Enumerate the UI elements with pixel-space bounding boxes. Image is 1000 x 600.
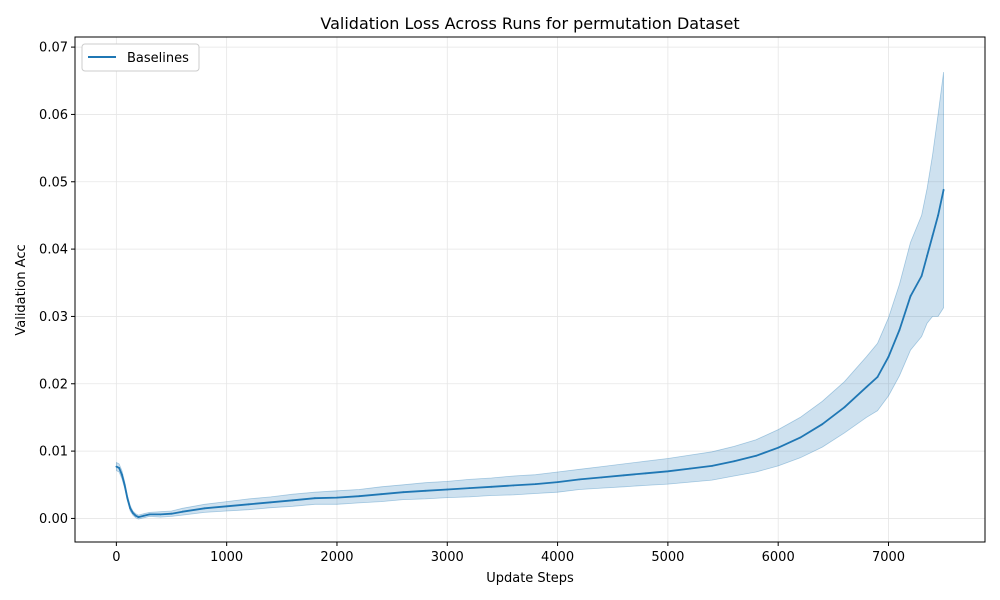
y-axis-ticks: 0.00 0.01 0.02 0.03 0.04 0.05 0.06 0.07 (39, 41, 75, 527)
data-point (468, 487, 471, 489)
y-tick-label: 0.01 (39, 445, 68, 460)
data-point (777, 446, 780, 449)
data-point (556, 481, 559, 483)
confidence-band-layer (116, 71, 944, 520)
data-point (667, 470, 669, 473)
data-point (926, 254, 928, 257)
data-point (446, 488, 449, 491)
x-tick-label: 1000 (210, 550, 243, 565)
chart-title: Validation Loss Across Runs for permutat… (320, 14, 739, 33)
data-point (644, 472, 647, 475)
data-point (600, 476, 603, 479)
data-point (490, 485, 493, 488)
data-point (733, 460, 735, 463)
x-tick-label: 6000 (762, 550, 795, 565)
y-tick-label: 0.04 (39, 243, 68, 258)
data-point (291, 499, 294, 502)
x-axis-title: Update Steps (486, 571, 574, 586)
data-point (689, 467, 691, 470)
data-point (909, 295, 912, 298)
data-point (269, 501, 272, 504)
data-point (143, 514, 145, 517)
data-point (115, 465, 118, 468)
x-tick-label: 2000 (320, 550, 353, 565)
series-band-0 (116, 71, 944, 520)
data-point (622, 474, 625, 477)
data-point (937, 214, 939, 217)
data-point (578, 478, 581, 481)
data-point (942, 188, 945, 191)
y-tick-label: 0.03 (39, 310, 68, 325)
data-point (336, 496, 338, 499)
y-tick-label: 0.00 (39, 512, 68, 527)
y-tick-label: 0.02 (39, 377, 68, 392)
data-point (358, 495, 360, 498)
data-point (126, 497, 129, 500)
x-tick-label: 7000 (872, 550, 905, 565)
data-point (424, 489, 427, 492)
data-point (170, 512, 173, 515)
data-point (799, 436, 802, 439)
data-point (123, 483, 126, 486)
data-point (865, 386, 868, 388)
data-point (380, 493, 382, 496)
y-axis-title: Validation Acc (14, 244, 29, 335)
data-point (711, 465, 713, 467)
data-point (821, 423, 824, 426)
data-point (402, 491, 405, 494)
data-point (755, 454, 757, 457)
series-line-layer (115, 188, 945, 518)
data-point (203, 507, 206, 510)
data-point (876, 376, 879, 378)
data-point (148, 513, 151, 516)
data-point (920, 275, 923, 277)
x-axis-ticks: 0 1000 2000 3000 4000 5000 6000 7000 (112, 542, 905, 565)
data-point (132, 512, 134, 514)
data-point (118, 467, 120, 469)
x-tick-label: 3000 (431, 550, 464, 565)
data-point (512, 484, 515, 487)
data-point (534, 483, 537, 485)
series-line-0 (116, 189, 945, 518)
data-point (898, 329, 901, 331)
legend-label-baselines: Baselines (127, 51, 189, 66)
x-tick-label: 4000 (541, 550, 574, 565)
data-point (225, 505, 228, 508)
data-point (129, 507, 132, 510)
x-tick-label: 5000 (651, 550, 684, 565)
data-point (247, 503, 250, 506)
grid-lines (75, 37, 985, 542)
data-point (314, 497, 316, 500)
legend-box (81, 43, 200, 72)
legend: Baselines (81, 43, 200, 72)
y-tick-label: 0.06 (39, 108, 68, 123)
data-point (181, 510, 184, 513)
data-point (931, 234, 934, 237)
plot-frame (74, 36, 986, 543)
data-point (134, 514, 137, 517)
y-tick-label: 0.07 (39, 41, 68, 56)
data-point (121, 473, 123, 476)
x-tick-label: 0 (112, 550, 120, 565)
data-point (843, 406, 846, 409)
data-point (137, 516, 140, 518)
y-tick-label: 0.05 (39, 175, 68, 190)
data-point (159, 513, 162, 516)
data-point (887, 355, 890, 358)
